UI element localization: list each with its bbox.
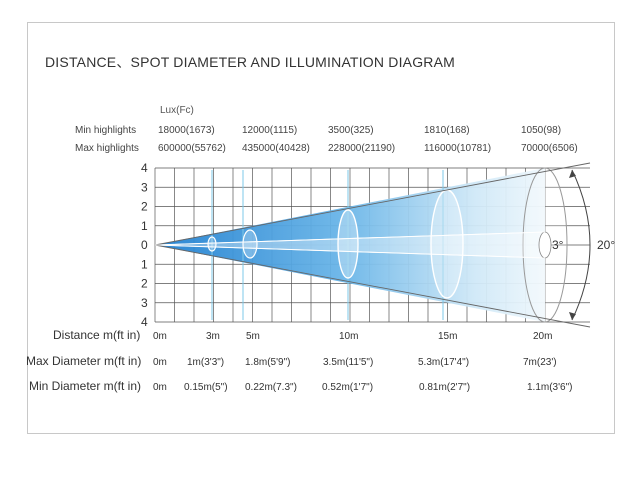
narrow-edge-bottom	[154, 244, 546, 259]
distance-value: 15m	[438, 331, 458, 342]
min-diameter-value: 0.81m(2'7")	[419, 382, 471, 393]
narrow-edge-top	[154, 231, 546, 246]
wide-beam-cone	[155, 168, 545, 322]
y-tick-label: 1	[141, 219, 148, 233]
narrow-angle-label: 3°	[552, 238, 564, 252]
distance-value: 10m	[339, 331, 359, 342]
y-tick-label: 4	[141, 161, 148, 175]
beam-edge-bottom	[154, 244, 591, 328]
page-title: DISTANCE、SPOT DIAMETER AND ILLUMINATION …	[45, 54, 456, 70]
wide-angle-label: 20°	[597, 238, 615, 252]
max-highlight-value: 435000(40428)	[242, 143, 310, 154]
spot-ellipse-5m	[242, 229, 258, 259]
y-tick-label: 0	[141, 238, 148, 252]
max-highlight-value: 116000(10781)	[424, 143, 492, 154]
y-tick-label: 3	[141, 296, 148, 310]
min-highlight-value: 18000(1673)	[158, 125, 215, 136]
min-diameter-value: 0.22m(7.3")	[245, 382, 297, 393]
min-highlight-value: 12000(1115)	[242, 125, 298, 136]
y-tick-label: 1	[141, 257, 148, 271]
min-diameter-value: 0m	[153, 382, 167, 393]
min-highlight-value: 3500(325)	[328, 125, 374, 136]
y-tick-label: 4	[141, 315, 148, 329]
min-highlight-value: 1050(98)	[521, 125, 562, 136]
min-highlights-label: Min highlights	[75, 125, 137, 136]
distance-value: 5m	[246, 331, 260, 342]
arc-arrow-top	[569, 170, 576, 178]
distance-value: 3m	[206, 331, 220, 342]
y-tick-label: 2	[141, 277, 148, 291]
min-diameter-value: 0.52m(1'7")	[322, 382, 374, 393]
min-diameter-value: 0.15m(5")	[184, 382, 228, 393]
min-diameter-value: 1.1m(3'6")	[527, 382, 573, 393]
max-highlight-value: 70000(6506)	[521, 143, 578, 154]
spot-ellipse-10m	[337, 209, 359, 279]
lux-unit-label: Lux(Fc)	[160, 105, 194, 116]
distance-value: 20m	[533, 331, 553, 342]
wide-angle-arc	[571, 169, 591, 321]
max-diameter-value: 1m(3'3")	[187, 357, 225, 368]
max-diameter-value: 5.3m(17'4")	[418, 357, 470, 368]
min-diameter-label: Min Diameter m(ft in)	[29, 379, 142, 393]
y-axis-ticks: 4 3 2 1 0 1 2 3 4	[141, 161, 148, 329]
y-tick-label: 2	[141, 200, 148, 214]
max-diameter-label: Max Diameter m(ft in)	[26, 354, 142, 368]
min-highlight-value: 1810(168)	[424, 125, 470, 136]
y-tick-label: 3	[141, 180, 148, 194]
diagram-frame	[27, 22, 615, 434]
arc-arrow-bottom	[569, 312, 576, 320]
max-highlight-value: 600000(55762)	[158, 143, 226, 154]
max-diameter-value: 0m	[153, 357, 167, 368]
max-diameter-value: 7m(23')	[523, 357, 557, 368]
spot-ellipse-3m	[207, 236, 217, 252]
beam-edge-top	[154, 162, 591, 246]
distance-label: Distance m(ft in)	[53, 328, 141, 342]
max-diameter-value: 3.5m(11'5")	[323, 357, 374, 368]
max-highlights-label: Max highlights	[75, 143, 139, 154]
max-highlight-value: 228000(21190)	[328, 143, 396, 154]
max-diameter-value: 1.8m(5'9")	[245, 357, 291, 368]
distance-value: 0m	[153, 331, 167, 342]
narrow-spot-ellipse	[538, 231, 552, 259]
